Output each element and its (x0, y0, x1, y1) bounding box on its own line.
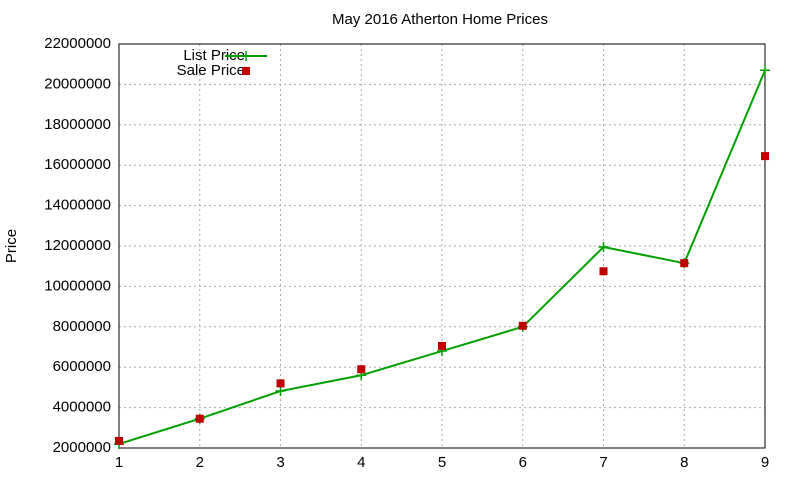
x-tick-label: 6 (519, 454, 527, 471)
y-tick-label: 2000000 (53, 439, 111, 456)
point (438, 341, 446, 350)
point (195, 414, 204, 423)
y-axis-label: Price (3, 229, 20, 263)
x-tick-label: 4 (357, 454, 365, 471)
point (115, 436, 123, 445)
point (518, 321, 527, 330)
y-tick-label: 10000000 (44, 277, 111, 294)
point (276, 379, 285, 388)
x-tick-label: 3 (276, 454, 284, 471)
x-tick-label: 1 (115, 454, 123, 471)
point (275, 386, 286, 397)
legend-marker (242, 67, 250, 75)
y-tick-label: 8000000 (53, 318, 111, 335)
plot-frame (118, 43, 766, 449)
point (599, 267, 608, 276)
point (761, 152, 769, 161)
y-tick-label: 16000000 (44, 156, 111, 173)
y-tick-label: 12000000 (44, 237, 111, 254)
legend-label: Sale Price (177, 62, 245, 79)
y-tick-label: 4000000 (53, 399, 111, 416)
point (680, 259, 689, 268)
y-tick-label: 22000000 (44, 35, 111, 52)
chart-title: May 2016 Atherton Home Prices (332, 11, 548, 28)
y-tick-label: 14000000 (44, 197, 111, 214)
y-tick-label: 6000000 (53, 358, 111, 375)
y-tick-label: 18000000 (44, 116, 111, 133)
x-tick-label: 9 (761, 454, 769, 471)
x-tick-label: 5 (438, 454, 446, 471)
y-tick-label: 20000000 (44, 75, 111, 92)
point (760, 65, 770, 76)
point (598, 242, 609, 253)
x-tick-label: 2 (196, 454, 204, 471)
x-tick-label: 7 (599, 454, 607, 471)
x-tick-label: 8 (680, 454, 688, 471)
point (357, 365, 366, 374)
line (118, 69, 766, 445)
legend-marker (241, 51, 251, 61)
legend-label: List Price (183, 47, 245, 64)
